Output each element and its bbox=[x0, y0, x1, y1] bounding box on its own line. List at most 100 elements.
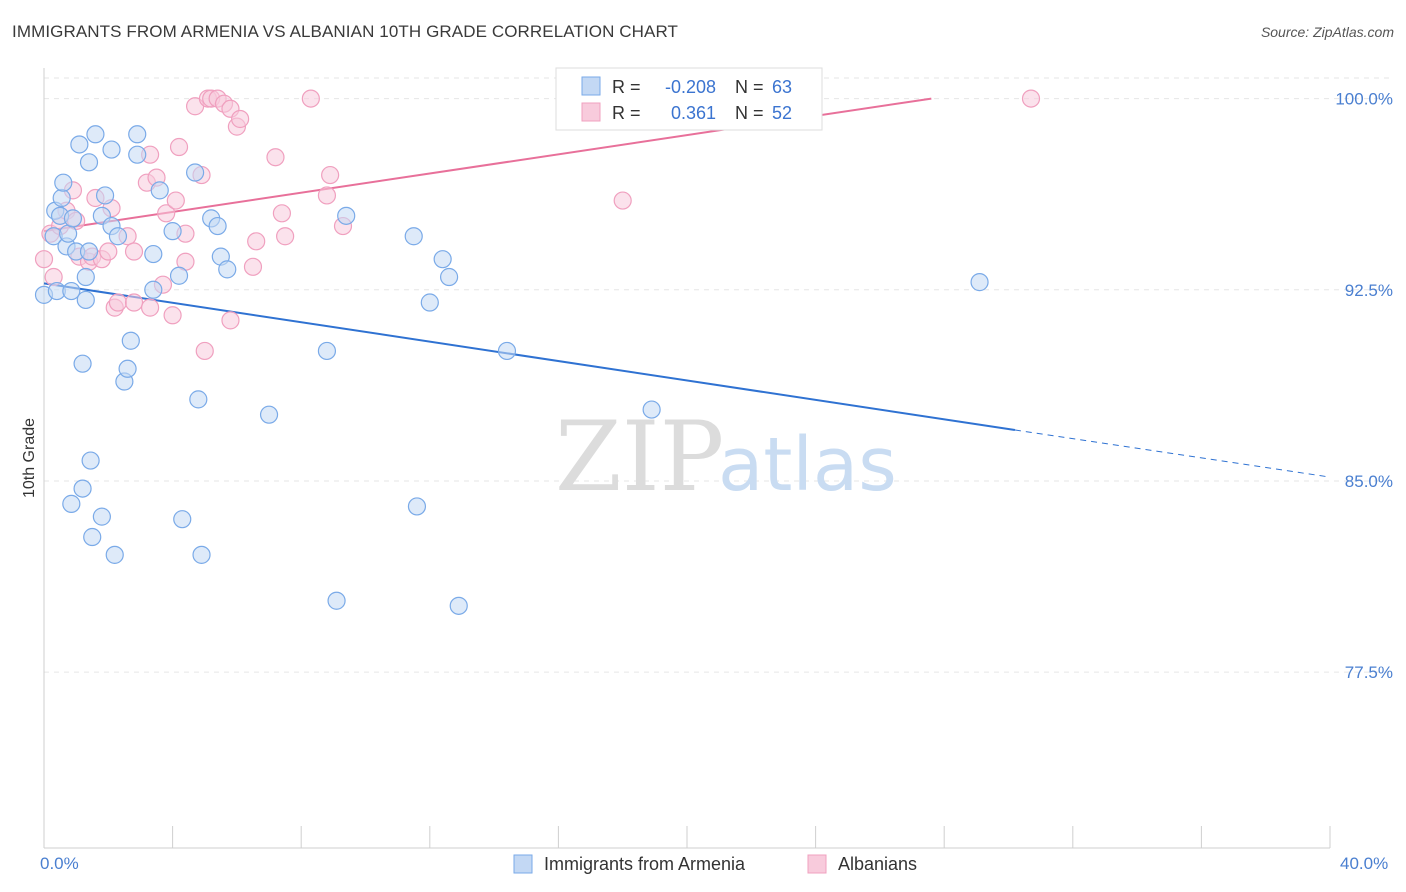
armenia-point-34 bbox=[186, 163, 205, 182]
armenia-point-46 bbox=[173, 510, 192, 529]
armenia-point-41 bbox=[62, 494, 81, 513]
armenia-point-26 bbox=[121, 331, 140, 350]
armenia-point-16 bbox=[79, 242, 99, 261]
armenia-point-53 bbox=[407, 497, 427, 516]
armenia-point-55 bbox=[433, 250, 452, 269]
y-tick-label-2: 85.0% bbox=[1345, 472, 1393, 491]
albanians-point-42 bbox=[247, 232, 266, 251]
armenia-point-30 bbox=[150, 181, 169, 200]
chart-title: IMMIGRANTS FROM ARMENIA VS ALBANIAN 10TH… bbox=[12, 22, 679, 41]
armenia-point-20 bbox=[95, 186, 115, 205]
armenia-point-13 bbox=[73, 354, 92, 373]
armenia-point-5 bbox=[52, 188, 71, 208]
series-legend-swatch-pink bbox=[807, 854, 827, 874]
albanians-point-12 bbox=[99, 242, 118, 261]
albanians-point-39 bbox=[231, 109, 250, 129]
albanians-point-51 bbox=[1021, 89, 1041, 108]
armenia-point-58 bbox=[497, 341, 517, 361]
watermark-atlas: atlas bbox=[718, 422, 897, 508]
albanians-point-47 bbox=[317, 186, 337, 205]
armenia-point-15 bbox=[76, 290, 95, 310]
legend-n-value-1: 63 bbox=[772, 77, 792, 97]
albanians-point-41 bbox=[243, 257, 263, 276]
armenia-point-47 bbox=[192, 545, 211, 564]
series-legend-label-blue: Immigrants from Armenia bbox=[544, 854, 746, 874]
albanians-point-25 bbox=[163, 306, 182, 325]
armenia-point-23 bbox=[108, 227, 128, 246]
legend-n-label-2: N = bbox=[735, 103, 764, 123]
armenia-point-35 bbox=[189, 390, 208, 409]
armenia-point-9 bbox=[63, 209, 83, 228]
armenia-point-50 bbox=[327, 591, 346, 610]
armenia-point-25 bbox=[118, 359, 137, 378]
albanians-point-40 bbox=[221, 311, 240, 330]
albanians-point-48 bbox=[321, 165, 340, 185]
armenia-point-14 bbox=[76, 267, 95, 287]
armenia-point-33 bbox=[169, 266, 189, 285]
legend-box: R = -0.208 N = 63 R = 0.361 N = 52 bbox=[555, 67, 823, 131]
y-tick-label-0: 100.0% bbox=[1335, 90, 1393, 109]
armenia-point-59 bbox=[642, 400, 661, 419]
armenia-point-57 bbox=[449, 596, 468, 615]
armenia-trend-extension bbox=[1014, 429, 1331, 478]
y-tick-label-1: 92.5% bbox=[1345, 281, 1393, 300]
armenia-point-49 bbox=[317, 341, 337, 361]
armenia-point-28 bbox=[128, 145, 147, 164]
armenia-point-44 bbox=[92, 507, 111, 526]
armenia-point-37 bbox=[208, 216, 227, 236]
albanians-point-45 bbox=[276, 227, 295, 246]
albanians-points bbox=[34, 89, 1041, 361]
x-ticks bbox=[43, 826, 1331, 848]
armenia-point-8 bbox=[59, 224, 78, 243]
armenia-point-17 bbox=[79, 153, 99, 172]
albanians-point-32 bbox=[195, 341, 214, 361]
legend-n-value-2: 52 bbox=[772, 103, 792, 123]
watermark: ZIP atlas bbox=[555, 401, 897, 513]
armenia-point-40 bbox=[73, 479, 92, 498]
albanians-point-18 bbox=[124, 242, 144, 261]
albanians-point-50 bbox=[613, 191, 632, 210]
armenia-point-39 bbox=[218, 260, 237, 279]
series-legend: Immigrants from Armenia Albanians bbox=[513, 854, 917, 874]
legend-r-value-1: -0.208 bbox=[665, 77, 716, 97]
legend-n-label-1: N = bbox=[735, 77, 764, 97]
legend-r-label-1: R = bbox=[612, 77, 641, 97]
albanians-point-26 bbox=[166, 191, 185, 210]
y-axis-label: 10th Grade bbox=[21, 418, 38, 498]
albanians-point-21 bbox=[140, 298, 160, 317]
albanians-point-46 bbox=[301, 89, 320, 108]
armenia-point-43 bbox=[83, 527, 102, 547]
armenia-point-31 bbox=[144, 280, 163, 299]
armenia-point-48 bbox=[259, 405, 279, 424]
armenia-point-6 bbox=[54, 173, 73, 192]
armenia-trend-line bbox=[43, 282, 1016, 431]
armenia-point-12 bbox=[70, 135, 89, 154]
armenia-point-56 bbox=[439, 267, 459, 287]
armenia-point-42 bbox=[81, 451, 100, 470]
grid-lines bbox=[44, 77, 1394, 673]
albanians-point-24 bbox=[157, 204, 176, 223]
albanians-point-27 bbox=[169, 137, 189, 157]
armenia-point-45 bbox=[105, 545, 124, 564]
armenia-point-51 bbox=[337, 206, 356, 225]
x-tick-label-max: 40.0% bbox=[1340, 854, 1388, 873]
series-legend-swatch-blue bbox=[513, 854, 533, 874]
armenia-point-32 bbox=[163, 222, 182, 241]
armenia-point-18 bbox=[86, 125, 105, 144]
albanians-point-44 bbox=[272, 204, 292, 223]
albanians-point-15 bbox=[108, 293, 128, 312]
x-tick-label-min: 0.0% bbox=[40, 854, 79, 873]
legend-r-value-2: 0.361 bbox=[671, 103, 716, 123]
albanians-point-0 bbox=[34, 250, 54, 269]
armenia-point-60 bbox=[970, 273, 989, 292]
armenia-point-27 bbox=[128, 125, 147, 144]
armenia-point-11 bbox=[62, 281, 81, 301]
series-legend-label-pink: Albanians bbox=[838, 854, 917, 874]
legend-swatch-pink bbox=[581, 102, 601, 122]
y-tick-labels: 100.0% 92.5% 85.0% 77.5% bbox=[1335, 90, 1393, 683]
armenia-point-52 bbox=[404, 227, 423, 246]
albanians-point-43 bbox=[266, 148, 285, 167]
y-tick-label-3: 77.5% bbox=[1345, 663, 1393, 682]
armenia-point-54 bbox=[420, 293, 439, 312]
